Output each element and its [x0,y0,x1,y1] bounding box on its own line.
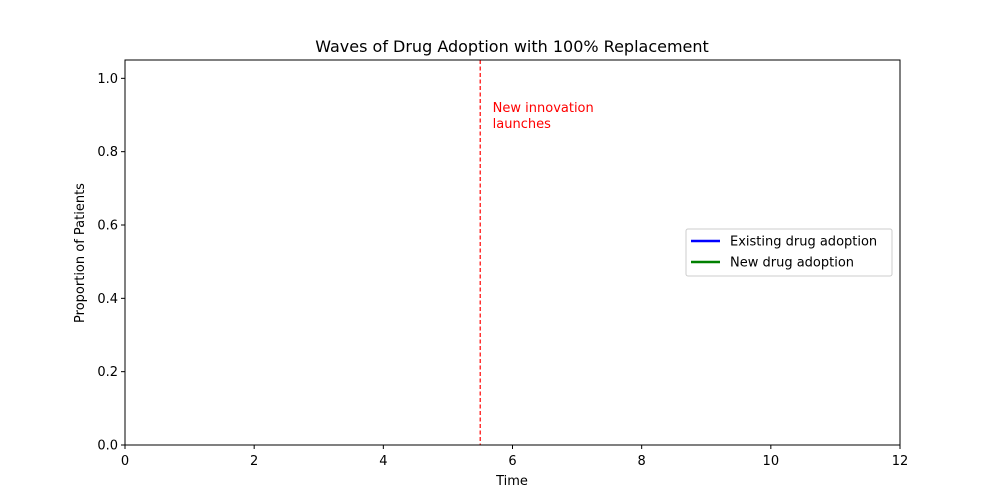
y-axis-label: Proportion of Patients [73,183,88,323]
plot-area: New innovation launches [479,60,594,445]
annotation-line-0: New innovation [493,101,594,116]
x-axis-label: Time [495,474,528,489]
y-tick-label: 1.0 [97,72,118,87]
x-tick-label: 6 [508,454,516,469]
y-tick-label: 0.6 [97,219,118,234]
y-tick-label: 0.8 [97,145,118,160]
x-tick-label: 2 [250,454,258,469]
legend-label-0: Existing drug adoption [730,235,877,250]
x-tick-label: 10 [763,454,780,469]
x-tick-label: 12 [892,454,909,469]
x-tick-label: 8 [638,454,646,469]
annotation-line-1: launches [493,117,551,132]
annotation-text: New innovation launches [493,101,594,132]
y-tick-label: 0.2 [97,365,118,380]
legend-box [685,228,893,277]
axes: 0 2 4 6 8 10 12 0.0 0.2 0.4 0.6 0.8 1.0 [97,59,909,469]
y-tick-label: 0.0 [97,439,118,454]
legend: Existing drug adoption New drug adoption [685,228,893,277]
legend-label-1: New drug adoption [730,256,854,271]
x-tick-label: 4 [379,454,387,469]
chart-title: Waves of Drug Adoption with 100% Replace… [315,37,709,56]
x-tick-label: 0 [121,454,129,469]
y-tick-label: 0.4 [97,292,118,307]
